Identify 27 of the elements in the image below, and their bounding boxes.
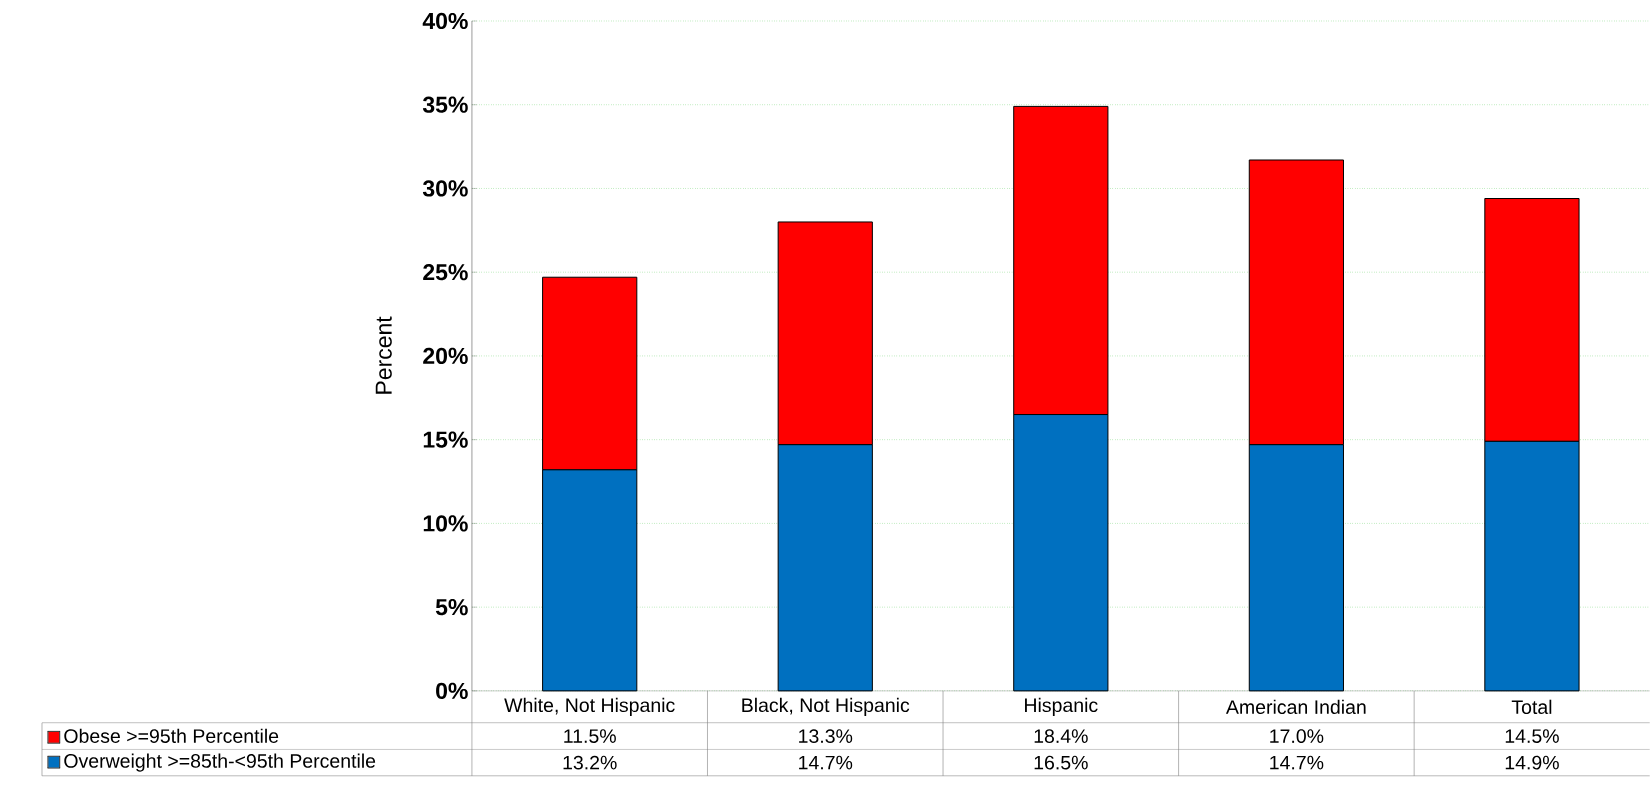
y-tick-label: 0%	[436, 682, 468, 700]
y-tick-label: 35%	[422, 96, 468, 113]
data-label: 13.2%	[563, 755, 617, 770]
data-label: 14.9%	[1505, 755, 1559, 770]
data-label: 18.4%	[1034, 729, 1088, 744]
data-label: 16.5%	[1034, 755, 1088, 770]
y-tick-label: 10%	[423, 515, 468, 532]
x-tick-label: Hispanic	[1025, 697, 1098, 717]
legend-label: Obese >=95th Percentile	[64, 728, 279, 744]
x-tick-label: White, Not Hispanic	[504, 697, 675, 717]
legend-label: Overweight >=85th-<95th Percentile	[64, 753, 376, 772]
x-tick-label: American Indian	[1225, 699, 1366, 715]
x-tick-label: Total	[1511, 699, 1552, 715]
y-axis-title: Percent	[375, 316, 392, 394]
y-tick-label: 25%	[423, 264, 468, 281]
y-tick-label: 20%	[423, 347, 468, 365]
data-label: 11.5%	[564, 729, 616, 744]
x-tick-label: Black, Not Hispanic	[742, 697, 910, 717]
y-tick-label: 30%	[422, 180, 468, 197]
data-label: 14.7%	[799, 755, 853, 770]
data-label: 14.7%	[1270, 755, 1324, 770]
data-label: 13.3%	[799, 729, 853, 744]
data-label: 17.0%	[1270, 729, 1324, 744]
y-tick-label: 40%	[422, 12, 468, 30]
y-tick-label: 15%	[423, 431, 468, 448]
data-label: 14.5%	[1505, 729, 1559, 744]
y-tick-label: 5%	[435, 599, 468, 616]
